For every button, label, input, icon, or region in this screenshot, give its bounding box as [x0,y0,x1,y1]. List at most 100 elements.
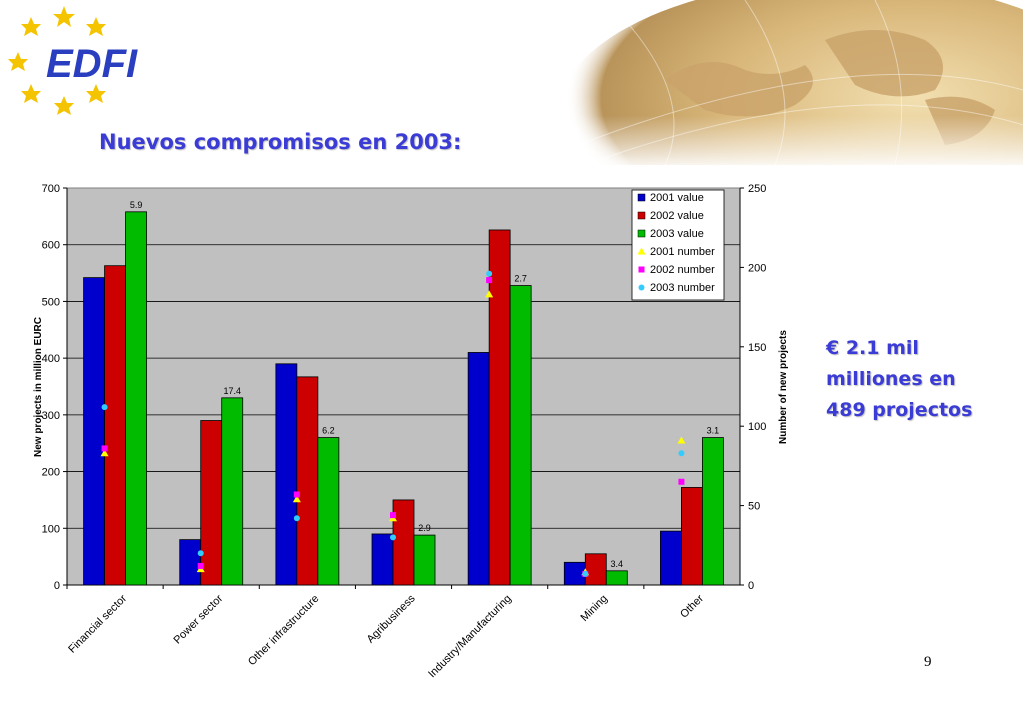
bar-2003-value [413,534,436,586]
star-icon [8,52,28,71]
bar-2001-value [660,530,682,586]
marker-2001-number [677,436,686,444]
marker-2001-number [485,290,494,298]
bar-2003-value [702,437,724,586]
y-tick-label: 0 [54,580,60,592]
bar-2002-value [681,487,703,586]
page-number: 9 [924,654,932,670]
legend-swatch [638,266,645,273]
x-tick-label: Power sector [171,592,225,646]
marker-2003-number [293,515,300,522]
x-tick-label: Other [678,592,706,620]
bar-data-label: 3.4 [611,559,624,569]
globe-banner-image [545,0,1023,165]
marker-2001-number [100,449,109,457]
x-tick-label: Industry/Manufacturing [426,593,514,681]
summary-line: milliones en [826,368,956,390]
bar-2002-value [488,229,511,586]
y2-tick-label: 0 [748,580,754,592]
bar-data-label: 6.2 [322,426,335,436]
star-icon [53,6,75,27]
y-tick-label: 100 [42,523,60,535]
legend-swatch [637,193,646,202]
y2-tick-label: 250 [748,183,766,195]
bar-2003-value [509,285,532,586]
bar-2002-value [200,420,223,586]
x-tick-label: Financial sector [66,592,129,655]
summary-line: € 2.1 mil [826,337,919,359]
bar-2003-value [125,211,147,586]
plot-area [66,187,741,586]
y-tick-label: 500 [42,296,60,308]
y-tick-label: 200 [42,467,60,479]
marker-2003-number [101,404,108,411]
x-tick-label: Mining [579,593,610,624]
y2-axis-label: Number of new projects [778,330,789,444]
star-icon [86,17,106,36]
marker-2002-number [197,562,204,569]
marker-2002-number [486,277,493,284]
marker-2003-number [582,570,589,577]
marker-2003-number [390,534,396,541]
bar-2001-value [275,363,298,586]
bar-2003-value [605,570,628,586]
marker-2003-number [486,270,493,277]
star-icon [21,17,41,36]
legend-swatch [637,247,646,255]
marker-2002-number [390,512,396,519]
bar-2001-value [83,277,105,586]
bar-2003-value [317,437,340,586]
bar-data-label: 2.9 [418,523,431,533]
star-icon [21,84,41,103]
bar-data-label: 3.1 [707,426,720,436]
marker-2001-number [292,495,301,503]
star-ring-icon [8,6,106,115]
bar-chart: 5.917.46.22.92.73.43.1 01002003004005006… [33,183,789,681]
bar-2002-value [584,553,607,586]
bar-data-label: 2.7 [514,274,527,284]
y-axis-label: New projects in million EURC [33,317,44,457]
marker-2002-number [293,491,300,498]
legend-label: 2001 value [650,192,704,204]
star-icon [86,84,106,103]
x-tick-label: Agribusiness [365,592,418,645]
bar-2001-value [371,533,394,586]
summary-line: 489 projectos [826,399,973,421]
chart-legend: 2001 value 2002 value 2003 value 2001 numbe… [631,189,725,301]
slide-title: Nuevos compromisos en 2003: [99,130,462,154]
y2-tick-label: 50 [748,501,760,513]
legend-label: 2001 number [650,246,715,258]
bar-2003-value [221,397,244,586]
edfi-logo: EDFI [8,6,138,115]
marker-2002-number [678,478,685,485]
bar-data-label: 17.4 [223,386,241,396]
y-tick-label: 300 [42,410,60,422]
marker-2003-number [678,450,685,457]
y-tick-label: 400 [42,353,60,365]
legend-swatch [637,211,646,220]
legend-label: 2003 value [650,228,704,240]
bar-data-label: 5.9 [130,200,143,210]
legend-swatch [638,284,645,291]
legend-swatch [637,229,646,238]
marker-2003-number [197,550,204,557]
logo-text: EDFI [46,42,138,86]
x-tick-label: Other infrastructure [246,593,321,668]
star-icon [54,96,74,115]
legend-label: 2002 value [650,210,704,222]
marker-2002-number [101,445,108,452]
bar-2001-value [179,539,202,586]
y-tick-label: 600 [42,240,60,252]
summary-note: € 2.1 mil milliones en 489 projectos [826,333,972,426]
bar-2002-value [392,499,415,586]
y2-tick-label: 200 [748,262,766,274]
legend-label: 2002 number [650,264,715,276]
bar-2002-value [104,265,126,586]
bar-2001-value [467,352,490,586]
bar-2001-value [563,561,586,586]
y-tick-label: 700 [42,183,60,195]
bar-2002-value [296,376,319,586]
y2-tick-label: 100 [748,421,766,433]
legend-label: 2003 number [650,282,715,294]
y2-tick-label: 150 [748,342,766,354]
